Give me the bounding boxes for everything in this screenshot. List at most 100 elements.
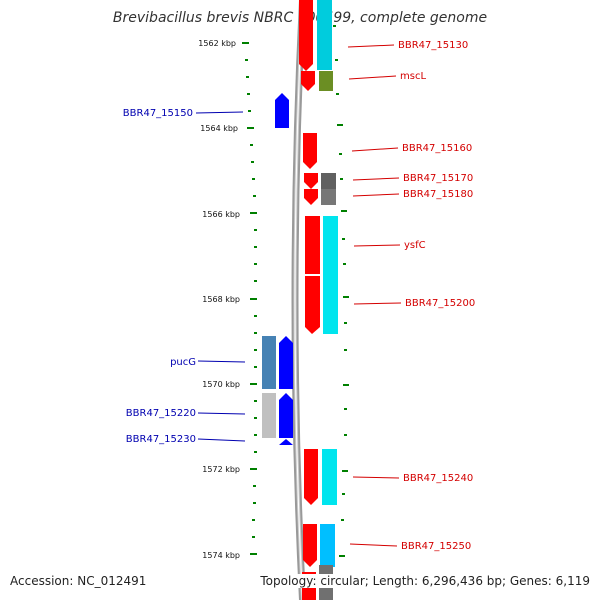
leader-bbr47-15180 — [352, 193, 400, 197]
minor-tick — [254, 315, 257, 317]
tick-label-1562: 1562 kbp — [198, 39, 236, 48]
minor-tick — [254, 263, 257, 265]
major-tick-1572 — [250, 468, 257, 470]
minor-tick — [247, 93, 250, 95]
gene-bbr47-15220 — [279, 393, 293, 438]
scale-ticks-right — [333, 25, 349, 582]
label-bbr47-15220: BBR47_15220 — [126, 408, 196, 419]
gene-bbr47-15130 — [299, 0, 313, 71]
label-bbr47-15200: BBR47_15200 — [405, 298, 475, 309]
gene-ysfc — [305, 216, 320, 274]
gene-bbr47-15230 — [279, 439, 293, 445]
minor-tick — [333, 25, 336, 27]
label-bbr47-15250: BBR47_15250 — [401, 541, 471, 552]
minor-tick — [254, 400, 257, 402]
major-tick-1562 — [242, 42, 249, 44]
major-tick-1568 — [250, 298, 257, 300]
minor-tick — [336, 93, 339, 95]
cog-block-bbr47-15130 — [317, 0, 332, 70]
leader-bbr47-15130 — [347, 44, 395, 48]
label-ysfc: ysfC — [404, 240, 426, 251]
cog-block-msc — [319, 71, 333, 91]
major-tick-1574 — [250, 553, 257, 555]
cog-block-pucg — [262, 336, 276, 389]
minor-tick — [252, 519, 255, 521]
reverse-strand-genes — [275, 93, 293, 445]
reverse-cog-blocks — [262, 336, 276, 438]
accession-text: Accession: NC_012491 — [8, 574, 149, 588]
cog-block-ysfc — [323, 216, 338, 334]
minor-tick — [253, 195, 256, 197]
minor-tick — [344, 434, 347, 436]
major-tick — [343, 296, 349, 298]
label-msc: mscL — [400, 71, 426, 82]
label-bbr47-15230: BBR47_15230 — [126, 434, 196, 445]
leader-bbr47-15200 — [353, 302, 402, 305]
tick-labels: 1562 kbp 1564 kbp 1566 kbp 1568 kbp 1570… — [198, 39, 240, 560]
minor-tick — [254, 349, 257, 351]
label-bbr47-15130: BBR47_15130 — [398, 40, 468, 51]
label-bbr47-15180: BBR47_15180 — [403, 189, 473, 200]
tick-label-1572: 1572 kbp — [202, 465, 240, 474]
minor-tick — [246, 76, 249, 78]
minor-tick — [253, 485, 256, 487]
leader-bbr47-15170 — [352, 177, 400, 181]
minor-tick — [343, 263, 346, 265]
minor-tick — [254, 451, 257, 453]
gene-bbr47-15250 — [303, 524, 317, 567]
minor-tick — [252, 178, 255, 180]
cog-block-bbr47-15180 — [321, 189, 336, 205]
leader-bbr47-15150 — [195, 111, 244, 114]
minor-tick — [253, 502, 256, 504]
minor-tick — [251, 161, 254, 163]
minor-tick — [252, 536, 255, 538]
forward-cog-blocks — [317, 0, 338, 600]
minor-tick — [254, 417, 257, 419]
leader-bbr47-15240 — [352, 476, 400, 479]
minor-tick — [344, 322, 347, 324]
cog-block-bbr47-15170 — [321, 173, 336, 189]
gene-bbr47-15200 — [305, 276, 320, 334]
forward-gene-labels: BBR47_15130 mscL BBR47_15160 BBR47_15170… — [398, 40, 475, 552]
reverse-leader-lines — [195, 111, 246, 442]
minor-tick — [254, 366, 257, 368]
major-tick — [343, 384, 349, 386]
minor-tick — [248, 110, 251, 112]
label-bbr47-15160: BBR47_15160 — [402, 143, 472, 154]
minor-tick — [335, 59, 338, 61]
minor-tick — [254, 434, 257, 436]
forward-leader-lines — [347, 44, 402, 547]
minor-tick — [254, 229, 257, 231]
gene-pucg — [279, 336, 293, 389]
cog-block-bbr47-15240 — [322, 449, 337, 505]
label-bbr47-15150: BBR47_15150 — [123, 108, 193, 119]
major-tick-1564 — [247, 127, 254, 129]
minor-tick — [254, 332, 257, 334]
tick-label-1574: 1574 kbp — [202, 551, 240, 560]
gene-msc — [301, 71, 315, 91]
major-tick — [342, 470, 348, 472]
major-tick-1570 — [250, 383, 257, 385]
minor-tick — [254, 246, 257, 248]
tick-label-1566: 1566 kbp — [202, 210, 240, 219]
gene-bbr47-15180 — [304, 189, 318, 205]
gene-bbr47-15160 — [303, 133, 317, 169]
minor-tick — [250, 144, 253, 146]
gene-bbr47-15150 — [275, 93, 289, 128]
tick-label-1564: 1564 kbp — [200, 124, 238, 133]
major-tick — [341, 210, 347, 212]
minor-tick — [344, 349, 347, 351]
forward-strand-genes — [299, 0, 320, 600]
leader-bbr47-15230 — [197, 438, 246, 442]
leader-ysfc — [353, 244, 401, 247]
label-bbr47-15240: BBR47_15240 — [403, 473, 473, 484]
minor-tick — [342, 493, 345, 495]
major-tick-1566 — [250, 212, 257, 214]
tick-label-1568: 1568 kbp — [202, 295, 240, 304]
leader-bbr47-15160 — [351, 147, 399, 152]
backbone — [291, 0, 307, 600]
minor-tick — [245, 59, 248, 61]
label-bbr47-15170: BBR47_15170 — [403, 173, 473, 184]
leader-bbr47-15250 — [349, 543, 398, 547]
